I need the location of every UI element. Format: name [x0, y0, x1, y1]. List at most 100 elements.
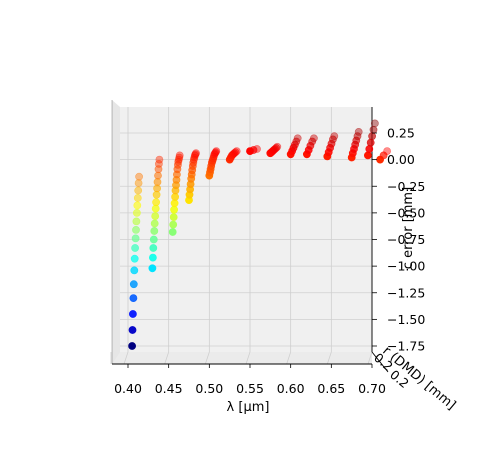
x-floor-grid-line [164, 351, 170, 365]
x-tick-label: 0.55 [236, 381, 264, 396]
z-tick-label: −0.50 [387, 205, 425, 220]
scatter-point [148, 253, 157, 262]
scatter-point [366, 138, 375, 147]
scatter-point [153, 184, 161, 193]
chart-panes [110, 100, 372, 364]
scatter-point [169, 220, 178, 229]
scatter-point [128, 326, 137, 334]
scatter-point [128, 310, 137, 318]
scatter-point [365, 145, 374, 153]
x-floor-grid-line [367, 351, 373, 365]
scatter-point [150, 227, 159, 235]
scatter-point [151, 212, 160, 220]
z-tick-label: −0.25 [387, 179, 425, 194]
x-tick-labels: 0.40 0.45 0.50 0.55 0.60 0.65 0.70 [114, 364, 386, 396]
z-tick-label: −0.75 [387, 232, 425, 247]
scatter-point [368, 132, 376, 141]
scatter-point [273, 142, 282, 151]
z-tick-labels: 0.25 0.00 −0.25 −0.50 −0.75 −1.00 −1.25 −1.50 −1… [372, 126, 425, 354]
scatter-point [131, 234, 140, 243]
scatter-point [169, 213, 178, 221]
scatter-point [174, 155, 183, 164]
scatter-point [149, 244, 158, 252]
scatter-point [152, 198, 160, 207]
scatter-point [293, 134, 302, 143]
scatter-point [292, 137, 301, 146]
scatter-point [190, 151, 199, 160]
scatter-point [370, 119, 379, 128]
scatter-point [155, 155, 164, 164]
scatter-point [132, 217, 141, 226]
x-tick-label: 0.65 [317, 381, 345, 396]
scatter-point [149, 235, 158, 244]
scatter-point [154, 159, 163, 168]
scatter-points [128, 119, 391, 350]
scatter-point [129, 280, 138, 289]
x-tick-label: 0.50 [195, 381, 223, 396]
scatter-point [379, 151, 388, 160]
z-tick-label: −1.00 [387, 259, 425, 274]
scatter-point [272, 143, 281, 152]
scatter-point [383, 147, 391, 155]
scatter-point [129, 294, 138, 302]
scatter-point [134, 186, 143, 195]
scatter-point [232, 147, 241, 155]
scatter-point [133, 201, 142, 210]
scatter-point [135, 172, 143, 181]
z-tick-label: −1.25 [387, 285, 425, 300]
z-tick-label: −1.50 [387, 312, 425, 327]
scatter-point [249, 146, 258, 154]
scatter-point [154, 171, 162, 180]
x-tick-label: 0.60 [277, 381, 305, 396]
scatter-point [353, 132, 362, 141]
x-axis-label: λ [μm] [227, 400, 270, 415]
x-tick-label: 0.45 [155, 381, 183, 396]
floor-pane [110, 352, 372, 364]
scatter-point [132, 225, 140, 234]
scatter-point [363, 151, 372, 160]
z-tick-label: 0.25 [387, 126, 415, 141]
scatter-point [369, 125, 378, 134]
scatter-point [192, 149, 200, 158]
scatter-point [152, 190, 161, 199]
x-floor-grid-line [286, 351, 292, 365]
scatter-point [130, 254, 139, 263]
scatter-point [253, 145, 261, 153]
z-tick-label: −1.75 [387, 339, 425, 354]
scatter-point [171, 192, 179, 201]
left-pane [112, 100, 120, 364]
scatter-point [231, 148, 240, 157]
scatter-point [175, 153, 184, 162]
y-axis-line [371, 351, 389, 373]
scatter-point [148, 264, 157, 273]
scatter-point [134, 179, 143, 187]
scatter-point [151, 204, 160, 213]
scatter-point [150, 219, 159, 228]
scatter-point [128, 342, 136, 350]
scatter-point [328, 135, 337, 144]
x-floor-grid-line [245, 351, 251, 365]
back-pane [120, 107, 372, 352]
scatter-point [170, 205, 178, 214]
scatter-point [175, 151, 184, 160]
scatter-point [153, 178, 162, 186]
x-floor-grid-line [204, 351, 210, 365]
z-axis-label: c error [mm] [401, 187, 416, 269]
scatter-point [168, 228, 177, 236]
scatter-point [354, 127, 363, 136]
scatter-point [191, 150, 200, 159]
scatter-point [308, 137, 317, 146]
scatter-point [131, 244, 139, 252]
z-tick-label: 0.00 [387, 152, 415, 167]
scatter-point [154, 165, 163, 174]
scatter-point [170, 199, 179, 208]
x-floor-grid-line [326, 351, 332, 365]
scatter-point [309, 134, 318, 143]
scatter-point [330, 132, 339, 141]
scatter-point [130, 266, 139, 275]
scatter-point [133, 194, 142, 202]
scatter-point [132, 208, 141, 217]
scatter-point [211, 148, 220, 157]
x-tick-label: 0.70 [358, 381, 386, 396]
